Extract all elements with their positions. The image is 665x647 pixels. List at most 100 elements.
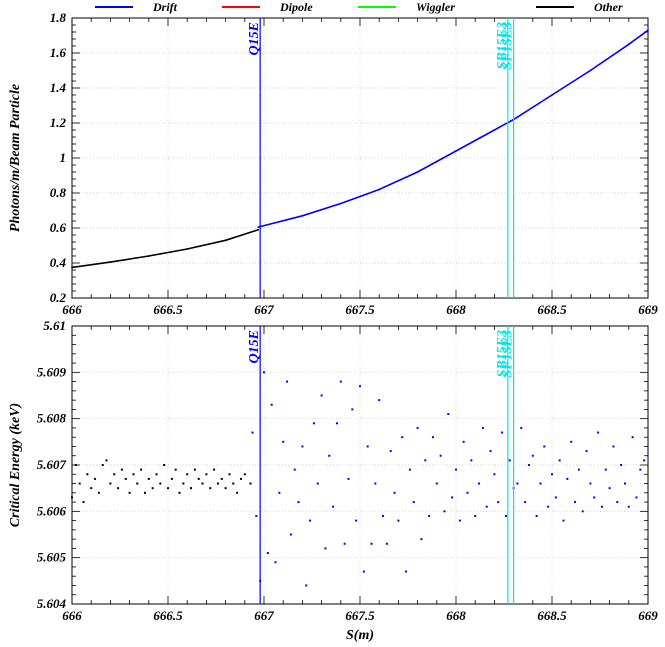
series-drift-point — [401, 436, 404, 439]
series-drift-point — [589, 482, 592, 485]
y-tick-label: 5.608 — [37, 411, 67, 426]
bottom-panel-critical-energy: 666 666.5 667 667.5 668 668.5 669 5.604 5.605 5.6… — [8, 318, 658, 643]
series-drift-point — [570, 440, 573, 443]
series-other-point — [209, 487, 212, 490]
series-other-point — [128, 491, 131, 494]
series-drift-point — [416, 171, 419, 173]
series-other-point — [190, 487, 193, 490]
y-tick-label: 1.6 — [50, 45, 67, 60]
series-other-point — [109, 261, 112, 264]
series-other-point — [109, 482, 112, 485]
series-drift-point — [493, 473, 496, 476]
y-tick-label: 1.4 — [50, 80, 67, 95]
series-drift-point — [627, 43, 630, 46]
series-drift-point — [600, 505, 603, 508]
series-other-point — [228, 473, 231, 476]
series-drift-point — [539, 482, 542, 485]
series-drift-point — [374, 482, 377, 485]
series-drift-point — [497, 501, 500, 504]
series-drift-point — [462, 440, 465, 443]
y-tick-label: 1 — [60, 150, 67, 165]
series-other-point — [182, 482, 185, 485]
series-other-point — [224, 239, 227, 242]
series-drift-point — [520, 426, 523, 429]
series-other-point — [213, 468, 216, 471]
series-other-point — [117, 487, 120, 490]
series-drift-point — [478, 482, 481, 485]
series-drift-point — [397, 519, 400, 522]
series-other-point — [71, 266, 73, 269]
series-drift-point — [531, 454, 534, 457]
series-drift-point — [416, 426, 419, 429]
series-other-point — [197, 477, 200, 480]
x-tick-label: 666 — [62, 608, 82, 623]
series-drift-point — [627, 505, 630, 508]
y-tick-label: 0.6 — [50, 220, 67, 235]
y-tick-label: 1.2 — [50, 115, 67, 130]
series-drift-point — [282, 440, 285, 443]
series-drift-point — [547, 505, 550, 508]
series-drift-point — [255, 514, 258, 517]
y-tick-label: 5.605 — [37, 550, 67, 565]
series-drift-point — [616, 501, 619, 504]
series-drift-point — [524, 501, 527, 504]
series-other-point — [186, 473, 189, 476]
x-tick-label: 669 — [638, 608, 658, 623]
series-drift-point — [320, 394, 323, 397]
series-drift-point — [339, 380, 342, 383]
series-drift-point — [339, 202, 342, 205]
series-drift-point — [393, 491, 396, 494]
series-drift-point — [297, 501, 300, 504]
series-drift-point — [443, 510, 446, 513]
series-other-point — [216, 482, 219, 485]
series-drift-point — [585, 450, 588, 453]
x-tick-label: 667 — [254, 302, 274, 317]
series-other-point — [174, 468, 177, 471]
y-tick-label: 5.61 — [43, 318, 66, 333]
series-drift-point — [574, 501, 577, 504]
series-drift-point — [604, 468, 607, 471]
series-drift-point — [420, 538, 423, 541]
series-drift-point — [508, 459, 511, 462]
y-tick-label: 5.606 — [37, 503, 67, 518]
series-drift-point — [485, 505, 488, 508]
series-drift-point — [535, 514, 538, 517]
series-drift-point — [405, 570, 408, 573]
series-drift-point — [435, 482, 438, 485]
x-tick-label: 669 — [638, 302, 658, 317]
series-other-point — [201, 482, 204, 485]
y-tick-label: 1.8 — [50, 10, 67, 25]
x-axis-label: S(m) — [346, 628, 374, 643]
series-drift-point — [378, 399, 381, 402]
y-tick-label: 0.2 — [50, 290, 67, 305]
x-tick-label: 667.5 — [345, 302, 375, 317]
series-drift-point — [474, 514, 477, 517]
series-drift-point — [589, 69, 592, 72]
y-axis-label: Photons/m/Beam Particle — [8, 84, 23, 232]
series-drift-point — [382, 514, 385, 517]
series-drift-point — [316, 482, 319, 485]
series-drift-point — [289, 533, 292, 536]
x-tick-label: 668 — [446, 608, 466, 623]
series-drift-point — [597, 431, 600, 434]
series-drift-point — [577, 468, 580, 471]
series-other-point — [257, 228, 260, 231]
series-drift-point — [351, 408, 354, 411]
x-tick-label: 667 — [254, 608, 274, 623]
marker-label-q15e: Q15E — [247, 22, 262, 55]
y-tick-label: 5.609 — [37, 364, 67, 379]
series-drift-point — [266, 552, 269, 555]
x-tick-label: 668.5 — [537, 608, 567, 623]
series-drift-point — [631, 436, 634, 439]
series-other-point — [151, 487, 154, 490]
series-other-point — [136, 482, 139, 485]
marker-label-sf15e3: SF15E3 — [501, 330, 516, 377]
series-drift-point — [324, 547, 327, 550]
series-drift-point — [251, 431, 254, 434]
series-drift-point — [458, 519, 461, 522]
series-other-point — [159, 482, 162, 485]
series-other-point — [239, 477, 242, 480]
series-drift-point — [635, 496, 638, 499]
x-tick-label: 668.5 — [537, 302, 567, 317]
